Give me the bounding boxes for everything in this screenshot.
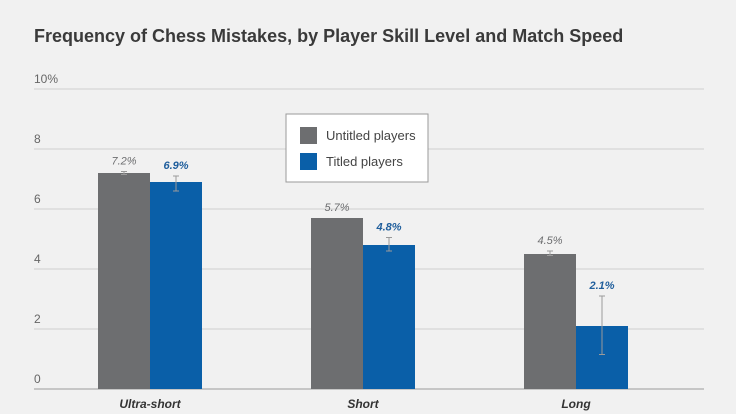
y-tick-label: 10% <box>34 72 58 86</box>
bar <box>363 245 415 389</box>
legend-swatch <box>300 153 317 170</box>
bar <box>98 173 150 389</box>
y-tick-label: 0 <box>34 372 41 386</box>
x-tick-label: Ultra-short <box>119 397 181 411</box>
data-label: 4.5% <box>537 235 562 247</box>
legend-box <box>285 113 429 183</box>
y-tick-label: 2 <box>34 312 41 326</box>
data-label: 5.7% <box>324 202 349 214</box>
y-tick-label: 6 <box>34 192 41 206</box>
legend-label: Untitled players <box>326 128 416 143</box>
data-label: 7.2% <box>111 156 136 168</box>
bar <box>311 218 363 389</box>
legend-label: Titled players <box>326 154 403 169</box>
data-label: 6.9% <box>163 160 188 172</box>
y-tick-label: 4 <box>34 252 41 266</box>
x-tick-label: Long <box>561 397 591 411</box>
data-label: 2.1% <box>588 280 614 292</box>
x-tick-label: Short <box>347 397 379 411</box>
data-label: 4.8% <box>375 222 401 234</box>
bar <box>524 254 576 389</box>
bar <box>150 182 202 389</box>
legend-swatch <box>300 127 317 144</box>
y-tick-label: 8 <box>34 132 41 146</box>
chart-title: Frequency of Chess Mistakes, by Player S… <box>34 26 624 46</box>
